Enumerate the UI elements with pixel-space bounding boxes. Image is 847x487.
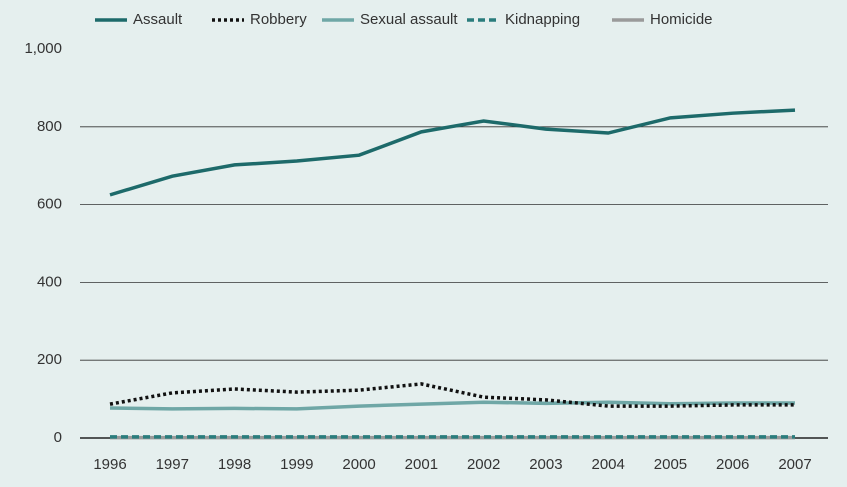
x-tick-label: 2007 bbox=[778, 456, 811, 473]
legend-label: Assault bbox=[133, 11, 183, 28]
x-tick-label: 1996 bbox=[93, 456, 126, 473]
x-tick-label: 2005 bbox=[654, 456, 687, 473]
series-line bbox=[109, 108, 796, 197]
x-tick-label: 2004 bbox=[591, 456, 624, 473]
x-tick-label: 1999 bbox=[280, 456, 313, 473]
x-tick-label: 1997 bbox=[156, 456, 189, 473]
x-tick-label: 2006 bbox=[716, 456, 749, 473]
legend-label: Robbery bbox=[250, 11, 307, 28]
x-tick-label: 2002 bbox=[467, 456, 500, 473]
y-tick-label: 400 bbox=[37, 273, 62, 290]
y-tick-label: 0 bbox=[54, 429, 62, 446]
series-line bbox=[109, 382, 795, 408]
y-tick-label: 1,000 bbox=[24, 40, 62, 57]
x-tick-label: 2000 bbox=[342, 456, 375, 473]
legend-label: Kidnapping bbox=[505, 11, 580, 28]
x-tick-label: 1998 bbox=[218, 456, 251, 473]
legend-label: Homicide bbox=[650, 11, 713, 28]
legend-label: Sexual assault bbox=[360, 11, 458, 28]
x-tick-label: 2001 bbox=[405, 456, 438, 473]
y-tick-label: 200 bbox=[37, 351, 62, 368]
series-line bbox=[109, 400, 795, 411]
x-tick-label: 2003 bbox=[529, 456, 562, 473]
y-tick-label: 600 bbox=[37, 196, 62, 213]
y-tick-label: 800 bbox=[37, 118, 62, 135]
